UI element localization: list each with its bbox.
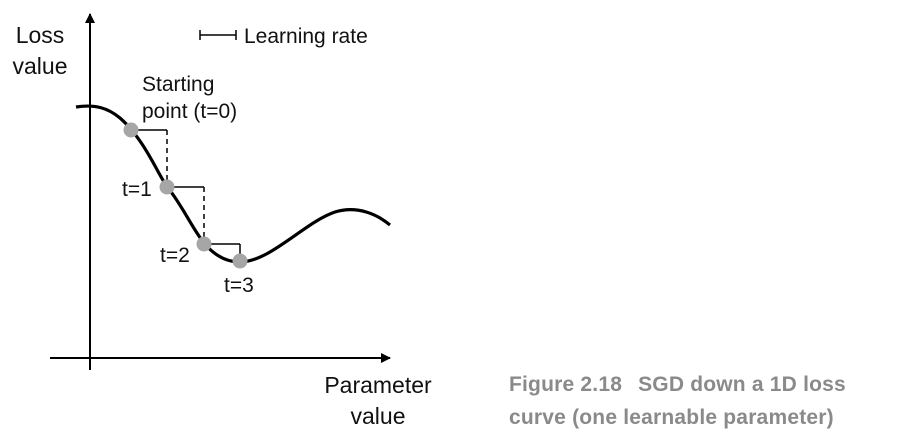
point-t1 — [159, 179, 175, 195]
point-t0 — [123, 122, 139, 138]
caption-line1: Figure 2.18 SGD down a 1D loss — [509, 368, 905, 401]
t3-label: t=3 — [224, 274, 254, 297]
start-label-line2: point (t=0) — [142, 100, 237, 123]
caption-figure-number: Figure 2.18 — [509, 373, 623, 396]
figure-caption: Figure 2.18 SGD down a 1D loss curve (one… — [509, 368, 905, 434]
t2-label: t=2 — [160, 244, 190, 267]
point-t2 — [196, 236, 212, 252]
learning-rate-label: Learning rate — [244, 25, 368, 48]
y-axis-label-line1: Loss — [16, 22, 65, 48]
point-t3 — [232, 253, 248, 269]
start-label-line1: Starting — [142, 73, 214, 96]
x-axis-label-line2: value — [351, 403, 406, 429]
caption-title: SGD down a 1D loss — [638, 373, 846, 396]
y-axis-label-line2: value — [13, 53, 68, 79]
t1-label: t=1 — [122, 178, 152, 201]
caption-line2: curve (one learnable parameter) — [509, 406, 834, 429]
learning-rate-legend: Learning rate — [199, 25, 368, 48]
x-axis-label-line1: Parameter — [324, 372, 432, 398]
